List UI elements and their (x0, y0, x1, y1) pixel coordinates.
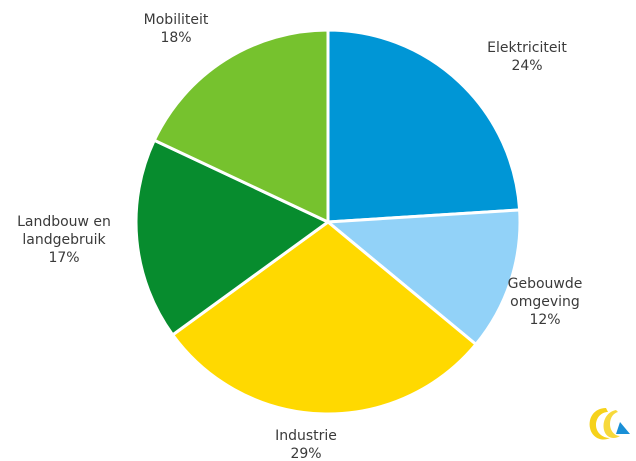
pie-label-line: 12% (529, 312, 560, 328)
pie-slice-industrie (171, 220, 478, 416)
pie-slice-landbouw-en-landgebruik (134, 138, 330, 337)
pie-label-line: 29% (290, 446, 321, 461)
pie-label-line: 17% (48, 250, 79, 266)
pie-label-elektriciteit: Elektriciteit 24% (487, 40, 567, 74)
pie-label-line: Industrie (275, 428, 337, 444)
pie-slices (134, 28, 522, 416)
pie-label-industrie: Industrie 29% (275, 428, 337, 461)
pie-slice-gebouwde-omgeving (326, 208, 522, 346)
pie-label-line: 24% (511, 58, 542, 74)
pie-label-line: 18% (160, 30, 191, 46)
pie-label-line: Landbouw en (17, 214, 111, 230)
pie-slice-elektriciteit (326, 28, 522, 224)
pie-label-landbouw-en-landgebruik: Landbouw en landgebruik 17% (17, 214, 111, 266)
pie-label-line: Elektriciteit (487, 40, 567, 56)
brand-logo-icon (589, 408, 630, 440)
pie-labels: Elektriciteit 24% Gebouwde omgeving 12% Indus… (17, 12, 582, 461)
pie-label-gebouwde-omgeving: Gebouwde omgeving 12% (508, 276, 583, 328)
pie-slice-mobiliteit (152, 28, 330, 224)
pie-label-line: Mobiliteit (144, 12, 209, 28)
pie-label-mobiliteit: Mobiliteit 18% (144, 12, 209, 46)
pie-label-line: omgeving (510, 294, 580, 310)
pie-label-line: landgebruik (22, 232, 106, 248)
pie-label-line: Gebouwde (508, 276, 583, 292)
